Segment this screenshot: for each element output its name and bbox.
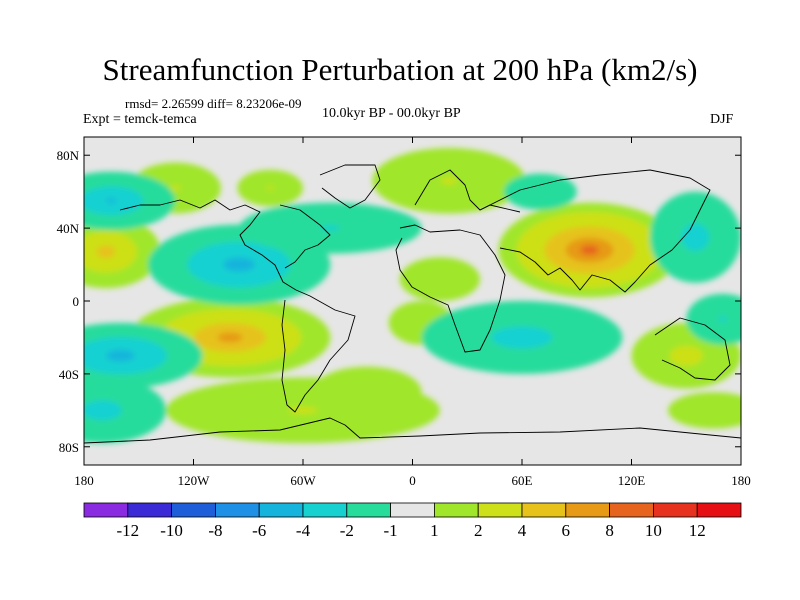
colorbar-box	[214, 502, 260, 518]
anomaly-15-level-4	[106, 198, 117, 204]
colorbar-label: 6	[562, 521, 571, 540]
anomaly-3-level-2	[170, 185, 181, 191]
colorbar-label: -10	[160, 521, 183, 540]
coast-australia	[654, 317, 731, 381]
coast-antarctica	[84, 417, 741, 444]
anomaly-13-level-2	[320, 225, 341, 231]
colorbar-label: -8	[208, 521, 222, 540]
x-tick-label: 120W	[178, 473, 211, 488]
y-tick-label: 80S	[59, 440, 79, 455]
anomaly-16-level-2	[491, 326, 553, 349]
coast-asia	[479, 169, 711, 293]
x-tick-label: 60W	[290, 473, 316, 488]
colorbar-label: 8	[605, 521, 614, 540]
colorbar-box	[171, 502, 216, 518]
colorbar-box	[521, 502, 567, 518]
colorbar-box	[653, 502, 698, 518]
colorbar-label: -6	[252, 521, 266, 540]
anomaly-19-level-1	[686, 293, 741, 345]
colorbar-box	[127, 502, 173, 518]
anomaly-field	[84, 147, 741, 444]
colorbar-label: -2	[340, 521, 354, 540]
anomaly-19-level-2	[718, 316, 727, 322]
anomaly-blobs	[84, 147, 741, 444]
colorbar: -12 -10 -8 -6 -4 -2 -1 1 2 4 6 8 10 12	[83, 502, 742, 540]
colorbar-box	[390, 502, 435, 518]
season-label: DJF	[710, 112, 734, 127]
anomaly-11-level-1	[668, 392, 741, 429]
colorbar-label: 1	[430, 521, 439, 540]
colorbar-label: -4	[296, 521, 311, 540]
chart-title: Streamfunction Perturbation at 200 hPa (…	[102, 52, 698, 87]
anomaly-18-level-1	[84, 377, 167, 444]
colorbar-box	[433, 502, 479, 518]
colorbar-box	[477, 502, 523, 518]
anomaly-18-level-2	[84, 400, 122, 421]
colorbar-label: 12	[689, 521, 706, 540]
anomaly-12-level-4	[223, 257, 255, 272]
x-tick-label: 120E	[618, 473, 646, 488]
x-axis: 180 120W 60W 0 60E 120E 180	[74, 137, 751, 488]
period-label: 10.0kyr BP - 00.0kyr BP	[322, 106, 461, 121]
anomaly-14-level-4	[106, 350, 135, 362]
coastlines	[84, 164, 741, 444]
anomaly-1-level-6	[217, 332, 243, 343]
colorbar-box	[302, 502, 348, 518]
x-tick-label: 60E	[512, 473, 533, 488]
anomaly-6-level-2	[288, 406, 318, 414]
y-tick-label: 0	[73, 294, 80, 309]
x-tick-label: 0	[409, 473, 416, 488]
colorbar-label: 4	[518, 521, 527, 540]
colorbar-box	[609, 502, 654, 518]
anomaly-10-level-2	[669, 345, 703, 366]
y-axis: 80N 40N 0 40S 80S	[57, 148, 741, 455]
y-tick-label: 40N	[57, 221, 80, 236]
colorbar-label: 10	[645, 521, 662, 540]
y-tick-label: 40S	[59, 367, 79, 382]
anomaly-20-level-1	[503, 173, 577, 210]
anomaly-0-level-8	[580, 245, 599, 255]
coast-europe-africa	[395, 224, 506, 353]
colorbar-box	[696, 502, 742, 518]
colorbar-box	[346, 502, 391, 518]
anomaly-2-level-4	[96, 245, 116, 259]
anomaly-17-level-2	[681, 223, 710, 252]
anomaly-8-level-1	[399, 257, 481, 301]
x-tick-label: 180	[74, 473, 94, 488]
anomaly-7-level-1	[312, 366, 422, 418]
colorbar-label: -1	[384, 521, 398, 540]
coast-greenland	[319, 164, 381, 209]
coast-north-america-east	[279, 204, 331, 269]
colorbar-box	[83, 502, 129, 518]
coast-north-america	[119, 199, 297, 291]
colorbar-label: 2	[474, 521, 483, 540]
anomaly-4-level-2	[266, 186, 274, 190]
colorbar-box	[565, 502, 610, 518]
coast-south-america	[281, 289, 356, 413]
x-tick-label: 180	[731, 473, 751, 488]
experiment-label: Expt = temck-temca	[83, 112, 197, 127]
colorbar-box	[258, 502, 304, 518]
colorbar-label: -12	[116, 521, 139, 540]
anomaly-5-level-2	[440, 177, 458, 185]
rmsd-subtitle: rmsd= 2.26599 diff= 8.23206e-09	[125, 96, 302, 111]
y-tick-label: 80N	[57, 148, 80, 163]
